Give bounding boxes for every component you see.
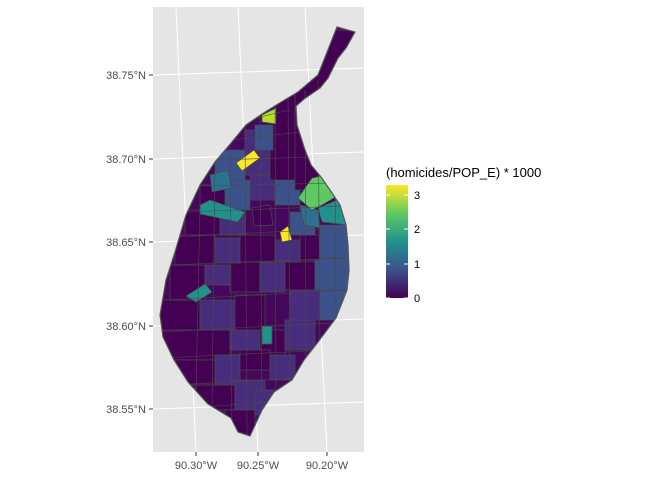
y-tick-label: 38.60°N — [106, 321, 146, 333]
tract — [209, 169, 233, 193]
tract — [235, 149, 261, 172]
tract — [261, 325, 273, 345]
x-axis: 90.30°W 90.25°W 90.20°W — [175, 452, 349, 472]
tract — [261, 107, 277, 125]
y-tick-label: 38.55°N — [106, 404, 146, 416]
y-tick-label: 38.70°N — [106, 154, 146, 166]
legend: (homicides/POP_E) * 1000 3 2 1 0 — [386, 165, 541, 305]
tract — [314, 257, 351, 291]
tract — [289, 289, 321, 321]
legend-title: (homicides/POP_E) * 1000 — [386, 165, 541, 180]
x-tick-label: 90.20°W — [306, 460, 349, 472]
tract — [160, 299, 201, 331]
tract — [199, 299, 236, 331]
x-tick-label: 90.25°W — [237, 460, 280, 472]
tract — [254, 124, 274, 151]
tract — [174, 234, 216, 266]
legend-label: 0 — [414, 293, 420, 305]
tract — [319, 224, 351, 259]
tract — [229, 329, 261, 351]
tract — [259, 261, 286, 293]
tract — [274, 239, 301, 263]
city-outline — [159, 26, 356, 437]
tract — [229, 261, 261, 293]
tract — [204, 264, 231, 286]
y-axis: 38.75°N 38.70°N 38.65°N 38.60°N 38.55°N — [106, 70, 153, 416]
y-tick-label: 38.75°N — [106, 70, 146, 82]
tract — [269, 354, 296, 381]
tract — [239, 234, 276, 263]
legend-label: 2 — [414, 224, 420, 236]
legend-label: 3 — [414, 190, 420, 202]
tract — [214, 237, 241, 264]
tract — [299, 234, 321, 261]
legend-label: 1 — [414, 259, 420, 271]
tract — [234, 294, 266, 331]
y-tick-label: 38.65°N — [106, 237, 146, 249]
x-tick-label: 90.30°W — [175, 460, 218, 472]
tract — [251, 204, 274, 227]
tract-boundaries — [160, 79, 351, 436]
tract — [185, 283, 213, 303]
legend-colorbar — [386, 185, 408, 298]
